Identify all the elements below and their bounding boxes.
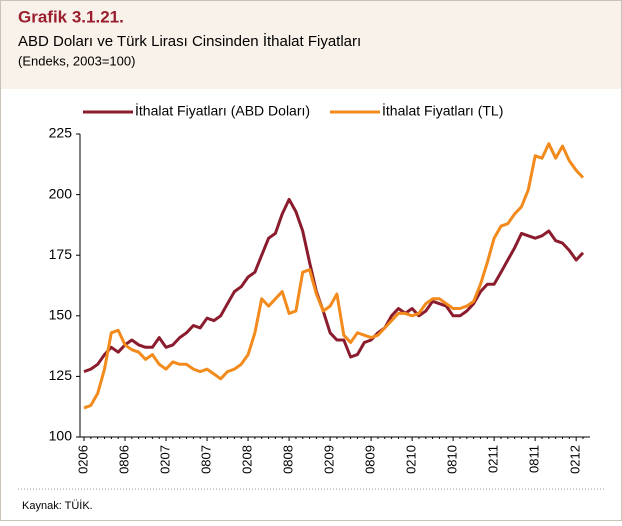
chart-subtitle: ABD Doları ve Türk Lirası Cinsinden İtha… [18,32,361,50]
x-tick-label: 0809 [363,445,378,474]
chart-note: (Endeks, 2003=100) [18,53,135,68]
x-tick-label: 0211 [486,445,501,473]
source: Kaynak: TÜİK. [22,499,93,512]
x-tick-label: 0806 [116,445,131,474]
x-tick-label: 0208 [239,445,254,474]
legend-label: İthalat Fiyatları (ABD Doları) [135,102,310,119]
x-tick-label: 0807 [198,445,213,474]
y-tick-label: 125 [49,367,73,383]
x-tick-label: 0811 [527,445,542,473]
y-tick-label: 100 [49,428,73,444]
x-tick-label: 0207 [157,445,172,474]
x-tick-label: 0810 [445,445,460,474]
x-tick-label: 0210 [404,445,419,474]
x-tick-label: 0206 [75,445,90,474]
legend-label: İthalat Fiyatları (TL) [382,102,503,119]
series-line [83,142,585,410]
y-tick-label: 175 [49,246,73,262]
chart-title: Grafik 3.1.21. [18,7,124,26]
x-tick-label: 0212 [568,445,583,474]
x-tick-label: 0209 [322,445,337,474]
series-line [83,197,585,374]
y-tick-label: 150 [49,307,73,323]
y-tick-label: 200 [49,185,73,201]
x-tick-label: 0808 [281,445,296,474]
y-tick-label: 225 [49,125,73,141]
header-bg [1,1,621,89]
